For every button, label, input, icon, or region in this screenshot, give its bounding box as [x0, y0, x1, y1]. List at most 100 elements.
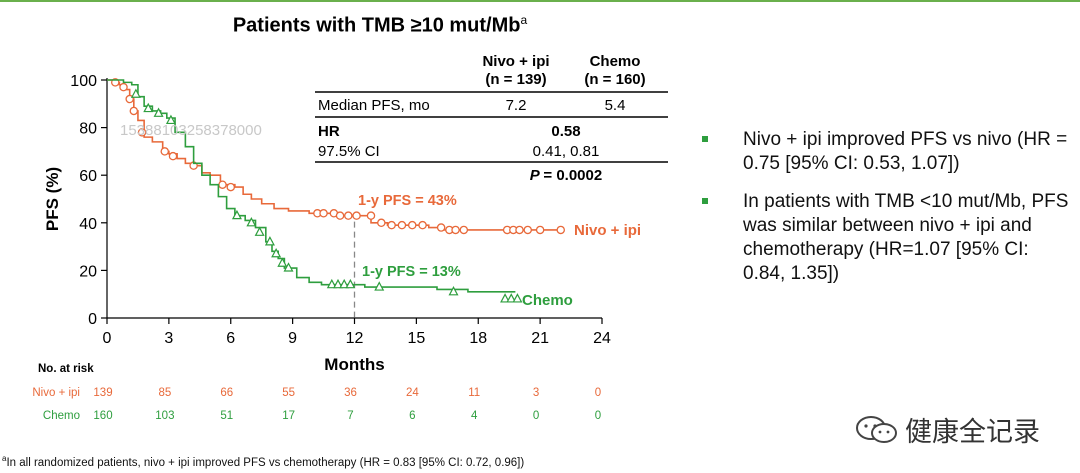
risk-count: 0 — [595, 387, 601, 399]
chemo-censor-mark — [500, 293, 511, 303]
y-tick-label: 40 — [79, 216, 97, 233]
risk-count: 85 — [158, 387, 171, 399]
risk-count: 4 — [471, 410, 478, 422]
nivo-censor-mark — [366, 211, 376, 220]
nivo-censor-mark — [377, 218, 386, 228]
risk-count: 3 — [533, 387, 539, 399]
top-divider — [0, 0, 1080, 2]
y-tick-label: 100 — [70, 73, 97, 90]
nivo-censor-mark — [352, 211, 361, 220]
nivo-censor-mark — [344, 211, 353, 220]
y-axis-label: PFS (%) — [43, 167, 62, 231]
y-tick-label: 20 — [79, 263, 97, 280]
risk-count: 6 — [409, 410, 415, 422]
chemo-censor-mark — [326, 278, 337, 289]
watermark: 健康全记录 — [855, 410, 1040, 449]
table-ci-label: 97.5% CI — [318, 143, 380, 160]
x-tick-label: 24 — [593, 330, 611, 347]
chemo-censor-mark — [246, 217, 257, 227]
table-median-chemo: 5.4 — [605, 97, 626, 114]
chemo-censor-mark — [254, 226, 265, 236]
risk-count: 36 — [344, 387, 357, 399]
nivo-censor-mark — [137, 128, 147, 137]
x-tick-label: 18 — [469, 330, 487, 347]
chemo-censor-mark — [506, 293, 517, 303]
bullet-square-icon — [702, 136, 708, 142]
risk-count: 7 — [347, 410, 353, 422]
table-header-nivo: Nivo + ipi — [482, 53, 549, 70]
risk-count: 139 — [93, 387, 112, 399]
x-tick-label: 6 — [226, 330, 235, 347]
x-tick-label: 12 — [346, 330, 364, 347]
nivo-series-label: Nivo + ipi — [574, 222, 641, 239]
table-hr-value: 0.58 — [551, 123, 580, 140]
nivo-censor-mark — [515, 225, 524, 235]
risk-count: 66 — [220, 387, 233, 399]
chemo-censor-mark — [374, 281, 385, 291]
chemo-censor-mark — [271, 247, 282, 258]
nivo-censor-mark — [523, 225, 533, 235]
chemo-series-label: Chemo — [522, 292, 573, 309]
y-tick-label: 80 — [79, 121, 97, 138]
nivo-censor-mark — [160, 147, 169, 156]
nivo-censor-mark — [459, 225, 469, 235]
risk-label-chemo: Chemo — [43, 410, 80, 422]
table-header-nivo-n: (n = 139) — [485, 71, 546, 88]
chemo-censor-mark — [165, 114, 176, 125]
nivo-censor-mark — [556, 225, 566, 235]
risk-count: 160 — [93, 410, 112, 422]
chemo-censor-mark — [333, 278, 343, 289]
risk-count: 0 — [533, 410, 539, 422]
bullet-item: In patients with TMB <10 mut/Mb, PFS was… — [700, 190, 1070, 286]
chemo-censor-mark — [231, 209, 242, 220]
nivo-censor-mark — [535, 225, 545, 235]
chemo-censor-mark — [512, 293, 523, 303]
nivo-censor-mark — [119, 82, 128, 92]
wechat-icon — [856, 415, 897, 443]
chemo-censor-mark — [283, 262, 294, 272]
table-median-nivo: 7.2 — [506, 97, 527, 114]
chemo-censor-mark — [339, 278, 350, 289]
watermark-text: 健康全记录 — [905, 417, 1040, 447]
nivo-censor-mark — [168, 151, 178, 161]
x-axis-label: Months — [324, 355, 384, 374]
risk-count: 11 — [468, 387, 480, 399]
nivo-censor-mark — [387, 220, 396, 230]
chemo-censor-mark — [143, 102, 154, 113]
x-tick-label: 9 — [288, 330, 297, 347]
chemo-curve — [107, 79, 516, 293]
risk-count: 0 — [595, 410, 601, 422]
table-median-label: Median PFS, mo — [318, 97, 430, 114]
table-hr-label: HR — [318, 123, 340, 140]
x-tick-label: 3 — [164, 330, 173, 347]
risk-count: 17 — [282, 410, 295, 422]
chemo-censor-mark — [448, 286, 459, 296]
nivo-censor-mark — [451, 225, 460, 235]
nivo-censor-mark — [226, 182, 235, 192]
bullet-square-icon — [702, 198, 708, 204]
table-ci-value: 0.41, 0.81 — [533, 143, 600, 160]
chemo-censor-mark — [277, 257, 288, 267]
chemo-1y-pfs-label: 1-y PFS = 13% — [362, 264, 461, 280]
x-tick-label: 0 — [103, 330, 112, 347]
risk-table-title: No. at risk — [38, 363, 94, 375]
chemo-censor-mark — [264, 236, 275, 246]
chemo-censor-mark — [345, 278, 356, 289]
x-tick-label: 21 — [531, 330, 549, 347]
chemo-censor-mark — [130, 88, 141, 98]
nivo-censor-mark — [407, 220, 417, 230]
risk-count: 55 — [282, 387, 295, 399]
chemo-censor-mark — [153, 107, 164, 117]
risk-count: 24 — [406, 387, 419, 399]
nivo-censor-mark — [436, 223, 446, 232]
nivo-censor-mark — [418, 220, 427, 230]
table-p-value: P = 0.0002 — [530, 167, 602, 184]
chart-title: Patients with TMB ≥10 mut/Mba — [232, 13, 528, 37]
nivo-censor-mark — [218, 180, 227, 189]
footnote: aIn all randomized patients, nivo + ipi … — [2, 454, 525, 469]
nivo-censor-mark — [129, 106, 139, 116]
y-tick-label: 0 — [88, 311, 97, 328]
nivo-censor-mark — [319, 209, 328, 218]
watermark-overlay: 15388103258378000 — [120, 122, 262, 139]
bullet-list: Nivo + ipi improved PFS vs nivo (HR = 0.… — [700, 128, 1070, 300]
